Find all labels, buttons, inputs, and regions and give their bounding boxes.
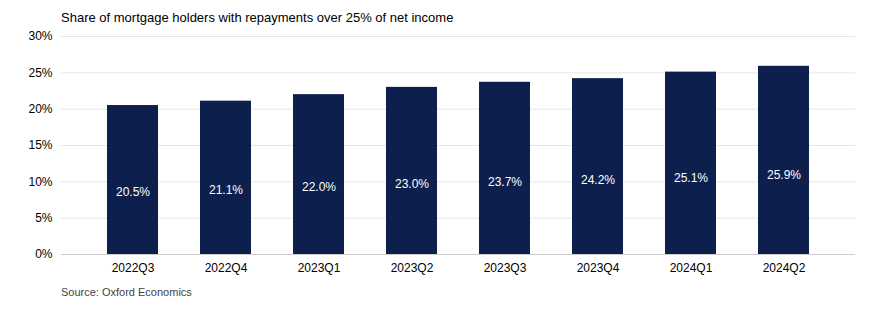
svg-text:20%: 20% (28, 102, 52, 116)
svg-text:2023Q1: 2023Q1 (298, 261, 341, 275)
svg-text:10%: 10% (28, 175, 52, 189)
svg-text:23.7%: 23.7% (488, 175, 522, 189)
svg-text:15%: 15% (28, 138, 52, 152)
svg-text:25.9%: 25.9% (767, 168, 801, 182)
svg-text:2023Q2: 2023Q2 (391, 261, 434, 275)
svg-text:2024Q1: 2024Q1 (670, 261, 713, 275)
svg-text:2022Q3: 2022Q3 (112, 261, 155, 275)
svg-text:20.5%: 20.5% (116, 185, 150, 199)
html-text:Share of mortgage holders with: Share of mortgage holders with repayment… (61, 10, 454, 25)
svg-text:2023Q3: 2023Q3 (484, 261, 527, 275)
svg-text:24.2%: 24.2% (581, 173, 615, 187)
svg-text:2023Q4: 2023Q4 (577, 261, 620, 275)
svg-text:25.1%: 25.1% (674, 171, 708, 185)
html-text:Source: Oxford Economics: Source: Oxford Economics (61, 286, 192, 298)
svg-text:25%: 25% (28, 66, 52, 80)
svg-text:22.0%: 22.0% (302, 180, 336, 194)
svg-text:23.0%: 23.0% (395, 177, 429, 191)
svg-text:21.1%: 21.1% (209, 183, 243, 197)
svg-text:30%: 30% (28, 29, 52, 43)
svg-text:5%: 5% (35, 211, 53, 225)
svg-text:0%: 0% (35, 247, 53, 261)
svg-text:2024Q2: 2024Q2 (763, 261, 806, 275)
svg-text:2022Q4: 2022Q4 (205, 261, 248, 275)
